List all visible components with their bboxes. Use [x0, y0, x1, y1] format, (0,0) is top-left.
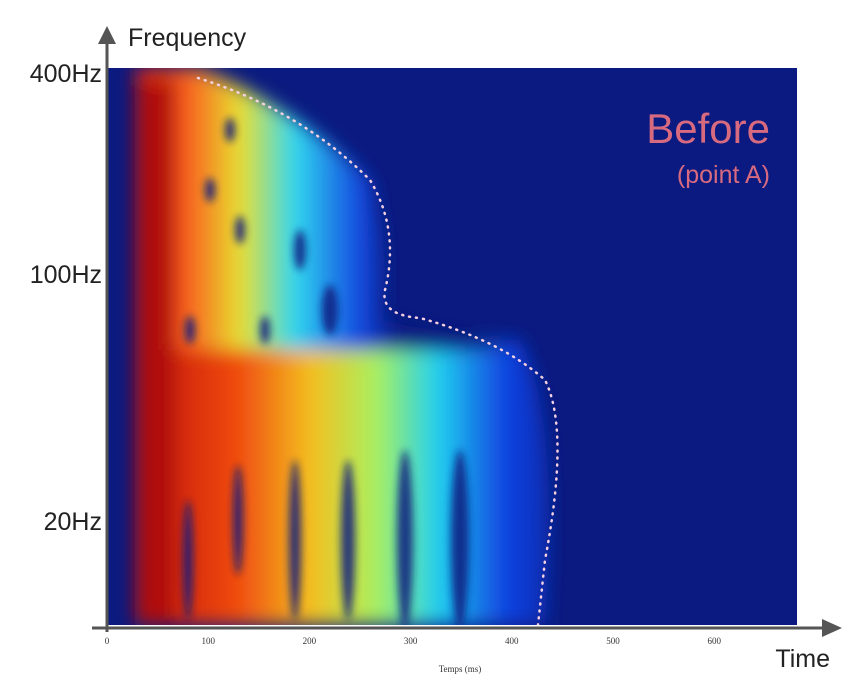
x-tick-label: 100: [201, 636, 215, 646]
spectrogram: [108, 68, 797, 625]
y-tick-label: 400Hz: [30, 60, 102, 88]
y-tick-label: 100Hz: [30, 261, 102, 289]
x-tick-label: 500: [606, 636, 620, 646]
annotation-subtitle: (point A): [677, 161, 770, 189]
x-axis-title: Temps (ms): [439, 664, 482, 674]
x-tick-label: 200: [303, 636, 317, 646]
x-tick-label: 600: [707, 636, 721, 646]
x-tick-label: 300: [404, 636, 418, 646]
x-tick-label: 400: [505, 636, 519, 646]
x-tick-label: 0: [105, 636, 110, 646]
y-axis-label: Frequency: [128, 24, 247, 52]
y-tick-label: 20Hz: [44, 508, 102, 536]
annotation-title: Before: [646, 105, 770, 152]
x-axis-label: Time: [775, 645, 830, 673]
